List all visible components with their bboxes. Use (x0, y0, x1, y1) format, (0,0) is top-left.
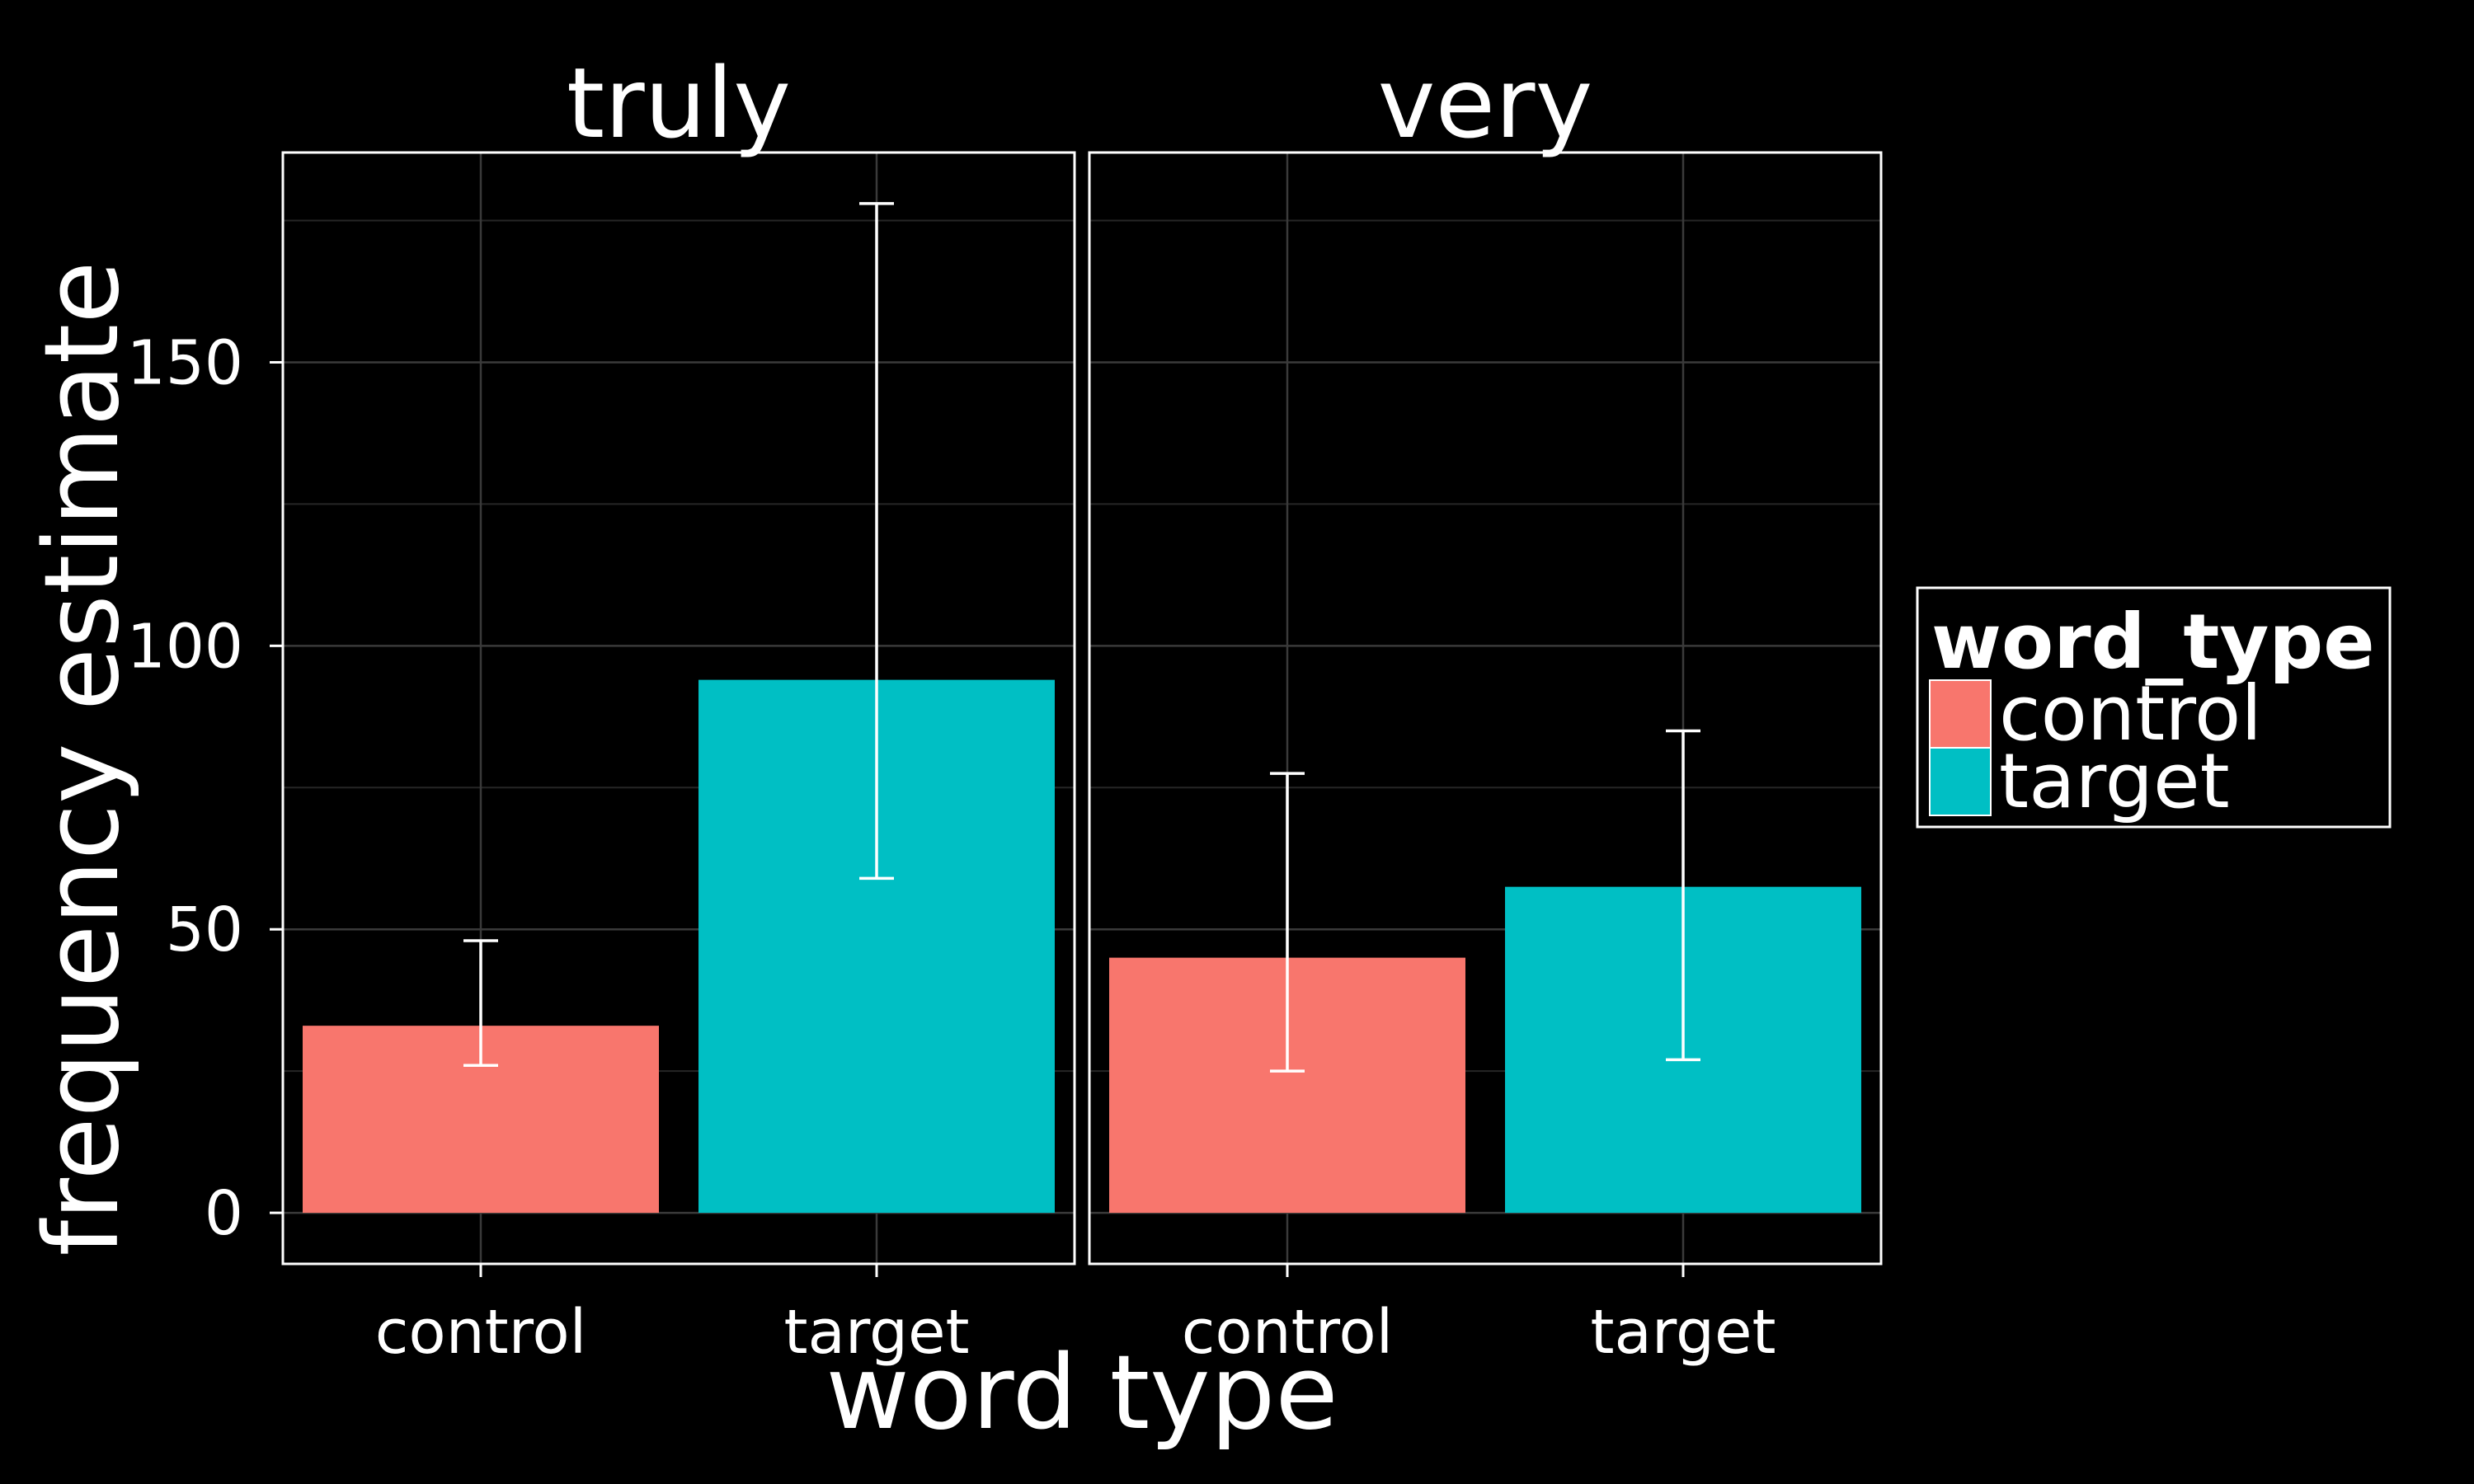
legend-swatch-target (1929, 747, 1992, 816)
y-tick-label-100: 100 (127, 611, 243, 682)
panel-border (1088, 151, 1883, 1266)
y-tick-label-150: 150 (127, 327, 243, 398)
x-tick-label-control: control (1182, 1297, 1394, 1368)
legend-box (1916, 586, 2392, 829)
error-bar-very-target (1666, 729, 1700, 1062)
legend-title: word_type (1931, 598, 2375, 686)
x-axis-title: word type (825, 1334, 1338, 1453)
error-bar-truly-control (463, 939, 498, 1068)
error-bar-very-control (1270, 772, 1305, 1073)
x-tick-label-target: target (1591, 1297, 1776, 1368)
y-axis-title: frequency estimate (23, 261, 142, 1256)
legend-label-target: target (1999, 737, 2230, 825)
error-bar-truly-target (859, 202, 894, 881)
panel-border (281, 151, 1076, 1266)
facet-title-truly: truly (567, 46, 791, 160)
legend-label-control: control (1999, 669, 2262, 758)
legend-swatch-control (1929, 679, 1992, 749)
facet-panel-truly: truly control target (281, 46, 1076, 1368)
x-tick-label-control: control (375, 1297, 587, 1368)
y-tick-label-0: 0 (205, 1178, 243, 1249)
y-axis: 0 50 100 150 (127, 327, 283, 1249)
facet-title-very: very (1378, 46, 1593, 160)
facet-panel-very: very control target (1088, 46, 1883, 1368)
facet-panels: truly control target very control target (281, 46, 1883, 1368)
y-tick-label-50: 50 (166, 895, 243, 965)
x-tick-label-target: target (784, 1297, 970, 1368)
